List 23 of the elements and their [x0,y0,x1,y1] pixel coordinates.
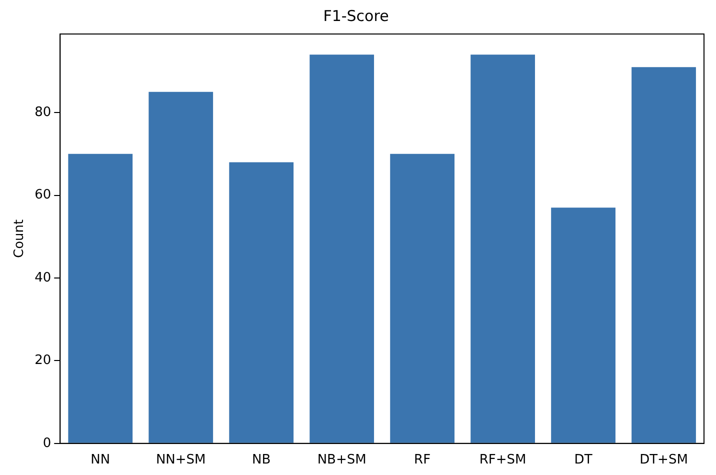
y-tick-label: 20 [34,353,52,368]
x-tick-label: RF [414,452,431,468]
y-tick-label: 80 [34,104,52,120]
x-tick-label: RF+SM [479,452,526,468]
bar [551,208,616,443]
bar [68,154,133,443]
chart-title: F1-Score [323,6,389,25]
x-tick-label: NN+SM [156,452,206,468]
x-tick-label: NB+SM [317,452,366,468]
x-tick-label: DT+SM [640,452,688,468]
bar [632,67,696,443]
x-tick-label: DT [574,452,592,468]
x-tick-label: NB [252,452,271,468]
bar [470,54,535,443]
y-tick-label: 0 [42,436,52,451]
bar [390,154,455,443]
bar [229,162,294,443]
y-tick-label: 60 [34,188,52,203]
x-tick-label: NN [90,452,110,468]
bar [148,92,214,443]
y-axis-title: Count [12,219,28,258]
y-tick-label: 40 [34,270,52,286]
bar [310,54,374,443]
